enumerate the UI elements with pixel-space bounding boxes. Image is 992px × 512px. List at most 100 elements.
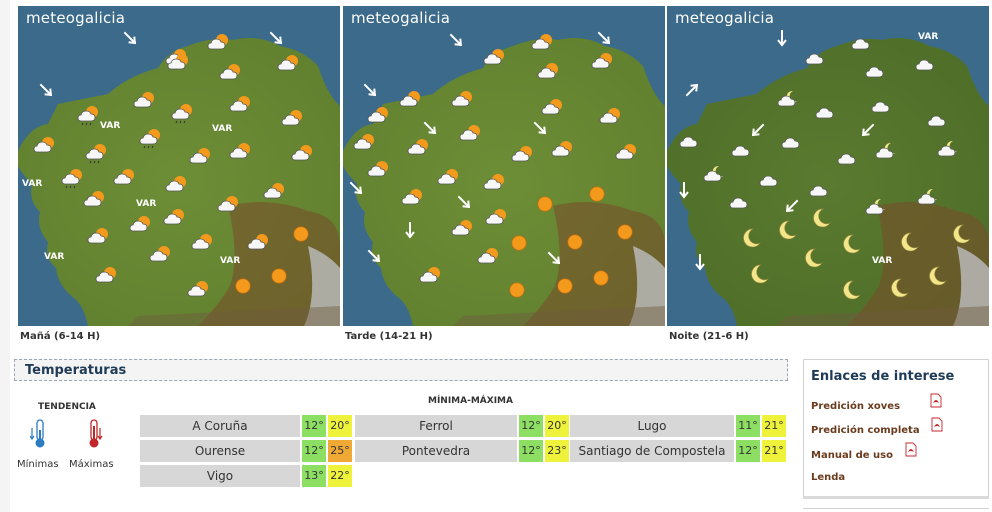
city-name[interactable]: A Coruña <box>140 415 300 437</box>
city-name[interactable]: Vigo <box>140 465 300 487</box>
pdf-icon[interactable] <box>930 393 942 408</box>
clear-night-moon-icon <box>898 231 920 257</box>
cloud-icon <box>864 60 888 86</box>
wind-arrow-icon <box>858 120 878 144</box>
wind-arrow-icon <box>400 220 420 244</box>
cloud-moon-icon <box>916 187 940 213</box>
meteogalicia-logo: meteogalicia <box>675 9 775 27</box>
meteogalicia-logo: meteogalicia <box>351 9 451 27</box>
sunny-icon <box>536 195 554 217</box>
wind-arrow-icon <box>446 30 466 54</box>
wind-arrow-icon <box>266 28 286 52</box>
cloud-sun-icon <box>228 94 252 120</box>
cloud-sun-icon <box>290 143 314 169</box>
wind-arrow-icon <box>364 246 384 270</box>
cloud-sun-icon <box>148 244 172 270</box>
wind-arrow-icon <box>690 252 710 276</box>
cloud-sun-icon <box>598 106 622 132</box>
cloud-sun-icon <box>246 232 270 258</box>
cloud-icon <box>804 47 828 73</box>
max-temperature: 21° <box>762 415 786 437</box>
cloud-sun-icon <box>510 144 534 170</box>
city-name[interactable]: Santiago de Compostela <box>570 440 734 462</box>
min-temperature: 12° <box>736 440 760 462</box>
interest-link[interactable]: Manual de uso <box>811 450 893 461</box>
cloud-sun-icon <box>132 90 156 116</box>
cloud-icon <box>836 147 860 173</box>
thermometer-max-icon[interactable] <box>84 418 104 450</box>
forecast-map-morning[interactable]: meteogalicia VAR VAR VAR VAR VAR VAR <box>18 6 340 326</box>
temperatures-header: Temperaturas <box>14 359 788 381</box>
city-name[interactable]: Pontevedra <box>355 440 517 462</box>
sunny-icon <box>616 223 634 245</box>
map-caption-morning: Mañá (6-14 H) <box>20 331 101 342</box>
cloud-sun-icon <box>484 207 508 233</box>
sunny-icon <box>508 281 526 303</box>
wind-arrow-icon <box>36 80 56 104</box>
min-temperature: 12° <box>302 440 326 462</box>
variable-wind-label: VAR <box>918 32 939 42</box>
cloud-moon-icon <box>874 141 898 167</box>
cloud-moon-icon <box>864 197 888 223</box>
min-temperature: 13° <box>302 465 326 487</box>
wind-arrow-icon <box>594 28 614 52</box>
cloud-sun-rain-icon <box>76 104 100 130</box>
map-caption-night: Noite (21-6 H) <box>669 331 749 342</box>
cloud-sun-icon <box>540 97 564 123</box>
cloud-sun-icon <box>482 47 506 73</box>
cloud-sun-icon <box>450 89 474 115</box>
cloud-sun-icon <box>94 265 118 291</box>
cloud-sun-icon <box>406 137 430 163</box>
cloud-sun-icon <box>614 142 638 168</box>
pdf-icon[interactable] <box>931 417 943 432</box>
wind-arrow-icon <box>530 118 550 142</box>
meteogalicia-logo: meteogalicia <box>26 9 126 27</box>
temperatures-title: Temperaturas <box>25 363 127 378</box>
clear-night-moon-icon <box>802 247 824 273</box>
links-panel: Enlaces de interese Predición xoves Predi… <box>803 359 989 499</box>
sunny-icon <box>270 267 288 289</box>
sunny-icon <box>234 277 252 299</box>
variable-wind-label: VAR <box>212 124 233 134</box>
cloud-sun-icon <box>550 139 574 165</box>
cloud-sun-icon <box>530 32 554 58</box>
variable-wind-label: VAR <box>100 121 121 131</box>
pdf-icon[interactable] <box>905 442 917 457</box>
sunny-icon <box>566 233 584 255</box>
interest-link[interactable]: Predición xoves <box>811 401 901 412</box>
cloud-icon <box>914 53 938 79</box>
city-name[interactable]: Lugo <box>570 415 734 437</box>
max-temperature: 21° <box>762 440 786 462</box>
cloud-icon <box>678 130 702 156</box>
clear-night-moon-icon <box>950 223 972 249</box>
cloud-sun-icon <box>228 141 252 167</box>
cloud-sun-icon <box>218 62 242 88</box>
cloud-sun-icon <box>590 51 614 77</box>
sunny-icon <box>592 269 610 291</box>
cloud-sun-icon <box>190 232 214 258</box>
city-name[interactable]: Ferrol <box>355 415 517 437</box>
cloud-sun-icon <box>418 265 442 291</box>
wind-arrow-icon <box>346 178 366 202</box>
tendency-title: TENDENCIA <box>38 402 96 412</box>
interest-link[interactable]: Predición completa <box>811 425 920 436</box>
cloud-icon <box>808 179 832 205</box>
wind-arrow-icon <box>748 120 768 144</box>
forecast-map-night[interactable]: meteogalicia VAR VAR <box>667 6 989 326</box>
cloud-sun-icon <box>482 172 506 198</box>
forecast-map-afternoon[interactable]: meteogalicia <box>343 6 665 326</box>
interest-link[interactable]: Lenda <box>811 472 846 483</box>
minmax-title: MÍNIMA-MÁXIMA <box>428 396 513 406</box>
cloud-sun-icon <box>164 174 188 200</box>
city-name[interactable]: Ourense <box>140 440 300 462</box>
thermometer-min-icon[interactable] <box>30 418 50 450</box>
cloud-icon <box>758 169 782 195</box>
wind-arrow-icon <box>674 180 694 204</box>
cloud-sun-icon <box>216 194 240 220</box>
cloud-sun-icon <box>476 246 500 272</box>
cloud-sun-icon <box>206 32 230 58</box>
max-temperature: 22° <box>328 465 352 487</box>
map-caption-afternoon: Tarde (14-21 H) <box>345 331 433 342</box>
cloud-sun-icon <box>188 146 212 172</box>
cloud-sun-icon <box>86 226 110 252</box>
